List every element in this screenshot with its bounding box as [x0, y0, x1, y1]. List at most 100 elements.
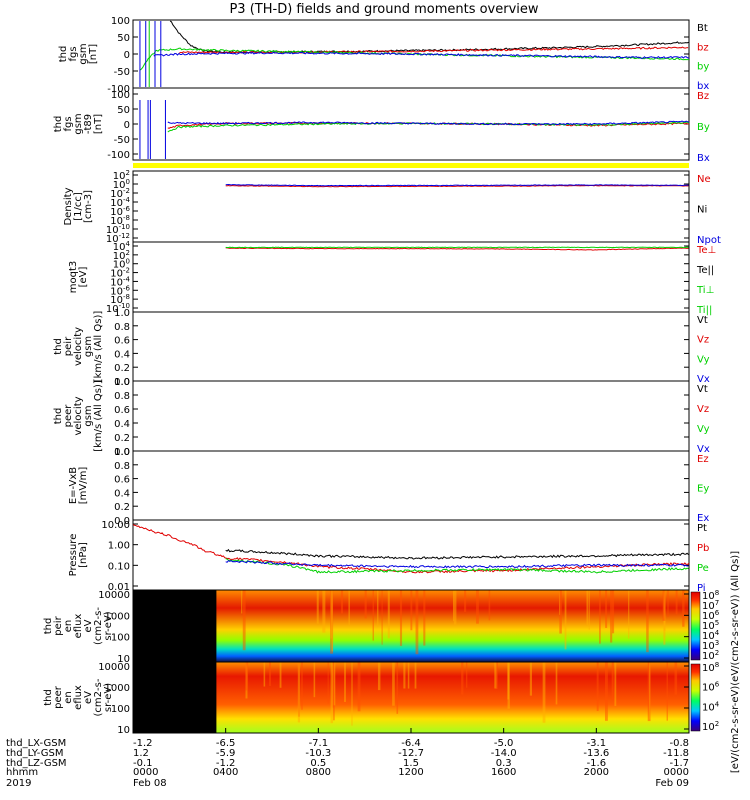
x-value: 1.5: [403, 758, 419, 769]
y-tick-label: 1000: [105, 611, 130, 622]
panels: 100500-50-100thdfgsgsm[nT]Btbzbybx100500…: [43, 16, 741, 773]
series-Bt: [169, 20, 689, 54]
legend-bx: bx: [697, 81, 709, 92]
x-value: -5.0: [494, 738, 514, 749]
y-tick-label: 0.4: [114, 419, 130, 430]
series-Pi: [225, 560, 689, 569]
series-Te⊥: [225, 247, 689, 251]
legend-Vx: Vx: [697, 444, 710, 455]
y-axis-label: moqt3[eV]: [68, 261, 89, 294]
spectrogram-streak: [610, 590, 613, 643]
y-tick-label: 10: [117, 725, 130, 736]
spectrogram-streak: [364, 590, 367, 619]
legend-By: By: [697, 122, 710, 133]
spectrogram-streak: [245, 662, 249, 691]
spectrogram-streak: [357, 662, 361, 712]
y-tick-label: -100: [107, 84, 130, 95]
y-tick-label: 10-6: [110, 205, 130, 218]
y-tick-label: 0.2: [114, 502, 130, 513]
spectrogram-streak: [494, 662, 497, 689]
legend-Ni: Ni: [697, 205, 707, 216]
y-tick-label: 0: [124, 120, 130, 131]
series-Bx: [167, 120, 690, 126]
spectrogram-streak: [675, 590, 678, 615]
spectrogram-streak: [649, 662, 651, 719]
spectrogram-streak: [327, 662, 329, 704]
spectrogram-streak: [488, 590, 491, 621]
colorbar-tick: 104: [702, 629, 720, 642]
colorbar: [690, 663, 701, 732]
colorbar-tick: 108: [702, 661, 719, 674]
y-axis-label: E=-VxB[mV/m]: [68, 467, 89, 505]
x-value: -1.2: [216, 758, 236, 769]
x-year: 2019: [6, 778, 31, 789]
spectrogram-peer_en: [216, 662, 689, 733]
spectrogram-streak: [662, 590, 666, 621]
x-value: -0.8: [669, 738, 689, 749]
spectrogram-streak: [340, 590, 344, 614]
spectrogram-streak: [351, 662, 353, 726]
spectrogram-streak: [611, 662, 614, 700]
spectrogram-streak: [423, 590, 426, 646]
legend-Vt: Vt: [697, 384, 708, 395]
legend-Npot: Npot: [697, 235, 721, 246]
panel-efield: 1.0 0.8 0.6 0.4 0.2 0.0 E=-VxB[mV/m] Ez Ey Ex: [68, 447, 709, 527]
y-tick-label: 10-4: [110, 196, 130, 209]
colorbar: [690, 591, 701, 661]
spectrogram-streak: [465, 662, 468, 688]
x-value: -1.7: [669, 758, 689, 769]
legend-Te⊥: Te⊥: [696, 245, 716, 256]
legend-Vx: Vx: [697, 374, 710, 385]
spectrogram-streak: [269, 662, 271, 686]
y-tick-label: 1.0: [114, 308, 130, 319]
y-tick-label: 100: [111, 90, 130, 101]
y-tick-label: 50: [117, 33, 130, 44]
y-tick-label: 100: [111, 704, 130, 715]
y-tick-label: 0.4: [114, 488, 130, 499]
y-tick-label: 1.0: [114, 447, 130, 458]
y-tick-label: 0.8: [114, 322, 130, 333]
x-value: 0000: [664, 767, 689, 778]
spectrogram-streak: [596, 662, 599, 712]
spectrogram-streak: [241, 590, 243, 614]
legend-Pb: Pb: [697, 543, 709, 554]
legend-Ez: Ez: [697, 454, 709, 465]
spectrogram-streak: [333, 662, 336, 706]
y-tick-label: 100: [113, 258, 130, 271]
x-value: -5.9: [216, 748, 236, 759]
y-tick-label: 0.6: [114, 336, 130, 347]
x-value: -6.5: [216, 738, 236, 749]
y-tick-label: 0.8: [114, 391, 130, 402]
spectrogram-streak: [588, 590, 590, 630]
y-tick-label: 102: [113, 169, 130, 182]
legend-Ti⊥: Ti⊥: [696, 285, 714, 296]
x-date-end: Feb 09: [655, 778, 689, 789]
spectrogram-streak: [387, 590, 390, 639]
y-tick-label: 10-8: [110, 214, 130, 227]
spectrogram-streak: [476, 590, 479, 624]
legend-Vy: Vy: [697, 424, 710, 435]
x-value: 0400: [213, 767, 238, 778]
y-tick-label: 1.00: [108, 541, 130, 552]
legend-Vt: Vt: [697, 315, 708, 326]
y-axis-label: Pressure[nPa]: [68, 534, 89, 577]
y-tick-label: 0.2: [114, 433, 130, 444]
availability-bar: [133, 163, 689, 168]
spectrogram-streak: [453, 590, 457, 625]
y-tick-label: 0: [124, 50, 130, 61]
series-bz: [179, 46, 689, 54]
legend-bz: bz: [697, 42, 709, 53]
panel-frame: [132, 241, 690, 313]
colorbar-tick: 106: [702, 609, 720, 622]
legend-Vy: Vy: [697, 354, 710, 365]
spectrogram-streak: [396, 662, 399, 714]
x-value: 0.5: [310, 758, 326, 769]
spectrogram-streak: [372, 590, 374, 641]
spectrogram-streak: [555, 662, 558, 705]
spectrogram-streak: [586, 590, 589, 626]
spectrogram-streak: [414, 662, 417, 689]
spectrogram-streak: [322, 590, 326, 633]
x-row-label: thd_LX-GSM: [6, 738, 66, 749]
